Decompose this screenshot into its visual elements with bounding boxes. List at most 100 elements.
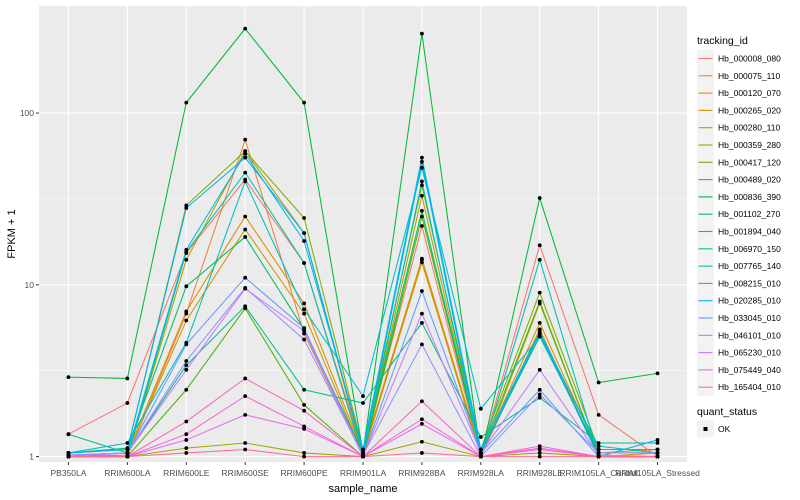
legend-label: Hb_020285_010 [718,296,781,306]
data-point [537,243,542,248]
data-point [537,446,542,451]
data-point [537,331,542,336]
data-point [302,216,306,220]
legend-label: Hb_000120_070 [718,88,781,98]
data-point [125,401,130,405]
data-point [243,151,248,156]
data-point [420,159,424,164]
data-point [596,454,601,459]
legend-item: Hb_020285_010 [697,292,781,310]
data-point [361,447,365,452]
data-point [420,193,424,198]
data-point [243,441,248,445]
legend-item: Hb_000359_280 [697,136,781,154]
legend-item: Hb_008215_010 [697,274,781,292]
data-point [478,454,483,459]
legend-label: Hb_046101_010 [718,330,781,340]
data-point [243,137,248,142]
data-point [302,261,306,265]
legend-item: Hb_033045_010 [697,309,781,327]
x-tick-label: RRIM600LA [104,468,151,478]
data-point [537,451,542,455]
legend-label: Hb_008215_010 [718,278,781,288]
y-axis: 1 10 100 [20,108,39,462]
data-point [537,290,542,295]
data-point [537,367,542,372]
data-point [537,321,542,325]
data-point [537,334,542,339]
legend-title: tracking_id [697,35,748,47]
data-point [361,394,365,398]
x-axis-title: sample_name [328,483,397,495]
data-point [655,454,660,459]
data-point [66,454,71,459]
data-point [243,394,248,398]
y-tick-label: 10 [25,280,35,290]
data-point [125,376,130,381]
data-point [243,214,248,219]
legend-item: Hb_000075_110 [697,67,781,85]
legend-label: Hb_000489_020 [718,175,781,185]
data-point [420,260,424,265]
x-tick-label: PB350LA [50,468,86,478]
x-tick-label: RRIM901LA [340,468,387,478]
data-point [655,371,660,376]
data-point [655,441,660,445]
data-point [537,299,542,304]
data-point [596,412,601,417]
y-tick-label: 1 [29,452,34,462]
legend-label: Hb_000359_280 [718,140,781,150]
x-tick-label: RRIM928LE [517,468,564,478]
data-point [184,203,189,208]
data-point [537,392,542,397]
data-point [184,432,189,437]
legend-label: Hb_165404_010 [718,382,781,392]
legend-label: Hb_000417_120 [718,157,781,167]
data-point [302,451,306,455]
data-point [478,447,483,452]
data-point [302,424,306,429]
legend-label: Hb_075449_040 [718,365,781,375]
data-point [537,327,542,332]
legend-item: Hb_001894_040 [697,222,781,240]
data-point [596,444,601,449]
data-point [66,375,71,380]
data-point [184,446,189,451]
data-point [537,387,542,392]
data-point [420,224,424,228]
data-point [478,435,483,439]
data-point [420,256,424,261]
data-point [655,447,660,452]
data-point [478,406,483,411]
data-point [125,454,130,459]
data-point [420,321,424,325]
data-point [420,421,424,426]
data-point [243,179,248,184]
data-point [184,100,189,105]
data-point [243,447,248,452]
legend-item: Hb_165404_010 [697,378,781,396]
legend-shape-items: OK [697,420,731,438]
data-point [184,438,189,442]
data-point [184,206,189,210]
grid-major [39,6,687,462]
data-point [302,100,306,105]
data-point [302,337,306,342]
legend-shape-item: OK [697,420,731,438]
data-point [596,380,601,385]
data-point [302,326,306,330]
data-point [420,451,424,455]
data-point [302,307,306,312]
legend-label: Hb_000008_080 [718,54,781,64]
x-tick-label: RRIM928LA [458,468,505,478]
legend-shape-square [703,427,708,431]
data-point [420,179,424,184]
data-point [184,451,189,455]
data-point [243,227,248,232]
data-point [420,399,424,404]
data-point [420,208,424,213]
y-tick-label: 100 [20,108,34,118]
data-point [420,289,424,293]
data-point [184,247,189,252]
